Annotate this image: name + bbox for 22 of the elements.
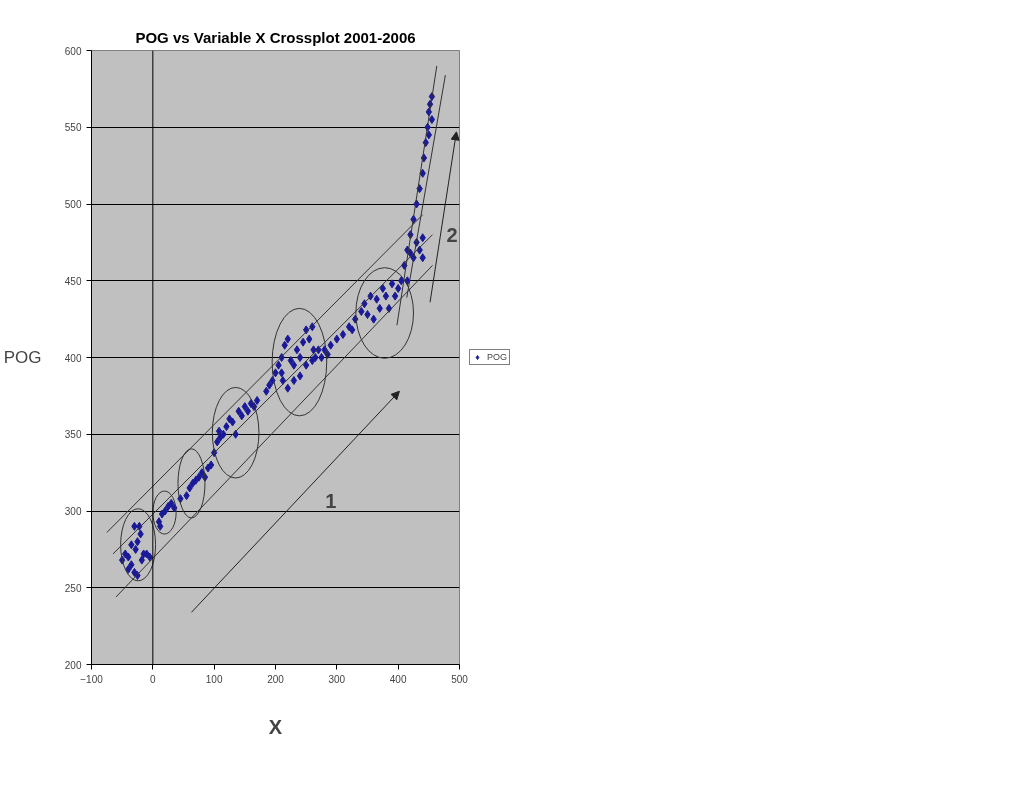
y-tick-label: 600 — [64, 45, 82, 57]
y-tick-label: 400 — [64, 352, 82, 364]
x-tick-label: 400 — [389, 673, 407, 685]
y-tick-label: 250 — [64, 582, 82, 594]
legend-label: POG — [487, 352, 508, 362]
x-tick-label: 100 — [205, 673, 223, 685]
x-tick-label: −100 — [80, 673, 104, 685]
y-axis-title: POG — [3, 348, 42, 367]
annotation: 2 — [446, 224, 458, 247]
x-tick-label: 200 — [267, 673, 285, 685]
y-tick-label: 200 — [64, 659, 82, 671]
y-tick-label: 450 — [64, 275, 82, 287]
chart-title: POG vs Variable X Crossplot 2001-2006 — [135, 28, 416, 46]
x-tick-label: 300 — [328, 673, 346, 685]
y-tick-label: 550 — [64, 122, 82, 134]
y-tick-label: 350 — [64, 429, 82, 441]
y-tick-label: 300 — [64, 506, 82, 517]
annotation: 1 — [325, 489, 337, 512]
x-tick-label: 500 — [451, 673, 469, 685]
x-tick-label: 0 — [150, 673, 157, 685]
x-axis-title: X — [268, 715, 283, 738]
y-tick-label: 500 — [64, 199, 82, 210]
